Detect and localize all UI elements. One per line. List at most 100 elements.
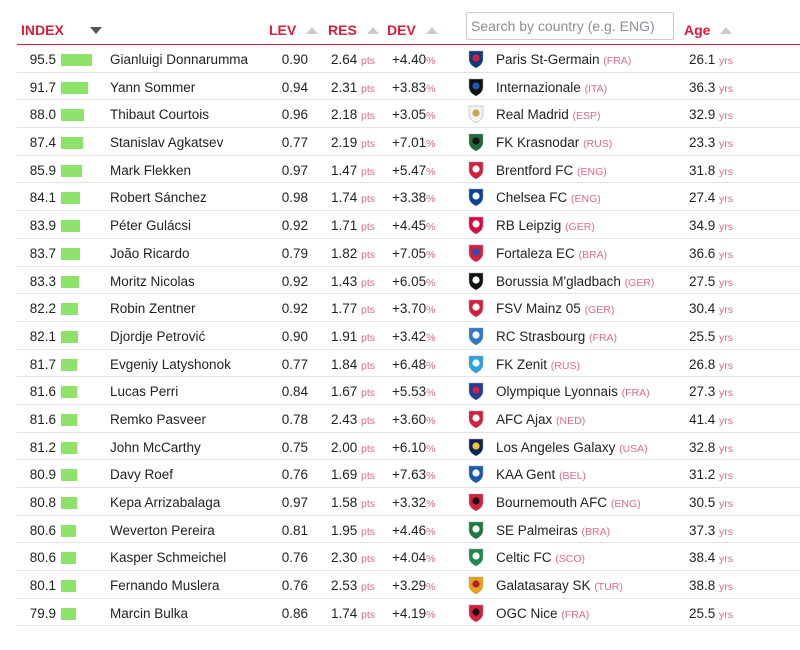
table-row[interactable]: 80.8 Kepa Arrizabalaga 0.97 1.58 pts +3.32% B… xyxy=(17,488,800,516)
res-value: 1.47 xyxy=(331,162,358,178)
ajax-crest-icon xyxy=(466,409,486,429)
sort-index-header[interactable]: INDEX xyxy=(21,22,102,38)
res-unit: pts xyxy=(361,304,376,317)
club-country: (BRA) xyxy=(581,525,611,538)
res-cell: 2.30 pts xyxy=(331,550,375,565)
age-unit: yrs xyxy=(719,553,734,566)
lev-value: 0.92 xyxy=(281,273,308,289)
table-row[interactable]: 81.2 John McCarthy 0.75 2.00 pts +6.10% Los A… xyxy=(17,433,800,461)
real-madrid-crest-icon xyxy=(466,104,486,124)
dev-cell: +4.46% xyxy=(392,523,436,538)
index-bar xyxy=(61,303,78,316)
dev-cell: +3.32% xyxy=(392,495,436,510)
player-name: Kepa Arrizabalaga xyxy=(110,495,221,510)
dev-unit: % xyxy=(426,165,436,178)
lev-value: 0.77 xyxy=(281,356,308,372)
dev-cell: +4.40% xyxy=(392,52,436,67)
table-row[interactable]: 87.4 Stanislav Agkatsev 0.77 2.19 pts +7.01%… xyxy=(17,128,800,156)
club-country: (FRA) xyxy=(621,387,650,400)
club-cell: AFC Ajax (NED) xyxy=(496,412,585,427)
index-bar xyxy=(61,220,80,233)
sort-res-header[interactable]: RES xyxy=(328,22,379,38)
lev-value: 0.96 xyxy=(281,107,308,123)
la-galaxy-crest-icon xyxy=(466,437,486,457)
table-row[interactable]: 82.2 Robin Zentner 0.92 1.77 pts +3.70% FSV M… xyxy=(17,294,800,322)
res-cell: 2.00 pts xyxy=(331,440,375,455)
table-row[interactable]: 81.7 Evgeniy Latyshonok 0.77 1.84 pts +6.48%… xyxy=(17,350,800,378)
age-value: 25.5 xyxy=(689,328,716,344)
res-cell: 1.84 pts xyxy=(331,357,375,372)
strasbourg-crest-icon xyxy=(466,326,486,346)
table-row[interactable]: 80.6 Weverton Pereira 0.81 1.95 pts +4.46% SE… xyxy=(17,516,800,544)
mainz-crest-icon xyxy=(466,298,486,318)
res-cell: 2.64 pts xyxy=(331,52,375,67)
res-unit: pts xyxy=(361,165,376,178)
age-value: 32.8 xyxy=(689,439,716,455)
res-value: 1.74 xyxy=(331,190,358,206)
table-row[interactable]: 95.5 Gianluigi Donnarumma 0.90 2.64 pts +4.4… xyxy=(17,45,800,73)
index-value: 79.9 xyxy=(29,605,56,621)
res-value: 1.58 xyxy=(331,495,358,510)
lev-value: 0.76 xyxy=(281,578,308,594)
table-row[interactable]: 81.6 Lucas Perri 0.84 1.67 pts +5.53% Olympiq… xyxy=(17,377,800,405)
player-name: Fernando Muslera xyxy=(110,578,220,594)
index-value: 83.3 xyxy=(29,273,56,289)
table-row[interactable]: 88.0 Thibaut Courtois 0.96 2.18 pts +3.05% Re… xyxy=(17,100,800,129)
sort-dev-header[interactable]: DEV xyxy=(387,22,438,38)
res-unit: pts xyxy=(361,138,376,151)
country-search-input[interactable] xyxy=(466,12,674,40)
res-cell: 1.82 pts xyxy=(331,246,375,261)
index-bar xyxy=(61,497,77,509)
res-value: 2.19 xyxy=(331,135,358,151)
table-row[interactable]: 83.7 João Ricardo 0.79 1.82 pts +7.05% Fortal… xyxy=(17,239,800,267)
age-unit: yrs xyxy=(719,608,734,621)
age-cell: 30.5 yrs xyxy=(689,495,733,510)
age-value: 34.9 xyxy=(689,218,716,234)
table-row[interactable]: 83.3 Moritz Nicolas 0.92 1.43 pts +6.05% Boru… xyxy=(17,267,800,295)
player-name: Gianluigi Donnarumma xyxy=(110,52,249,67)
dev-value: +5.53 xyxy=(392,384,427,400)
res-cell: 1.69 pts xyxy=(331,467,375,482)
dev-cell: +5.47% xyxy=(392,163,436,178)
table-header: INDEX LEV RES DEV Age xyxy=(0,0,800,44)
dev-value: +4.19 xyxy=(392,605,427,621)
age-unit: yrs xyxy=(719,110,734,123)
table-row[interactable]: 80.6 Kasper Schmeichel 0.76 2.30 pts +4.04% C… xyxy=(17,543,800,572)
table-row[interactable]: 80.9 Davy Roef 0.76 1.69 pts +7.63% KAA Gent … xyxy=(17,460,800,488)
table-row[interactable]: 85.9 Mark Flekken 0.97 1.47 pts +5.47% Brentf… xyxy=(17,156,800,184)
dev-cell: +6.05% xyxy=(392,274,436,289)
lev-value: 0.92 xyxy=(281,301,308,317)
age-unit: yrs xyxy=(719,276,734,289)
index-bar xyxy=(61,552,77,565)
club-cell: Celtic FC (SCO) xyxy=(496,550,585,565)
table-row[interactable]: 84.1 Robert Sánchez 0.98 1.74 pts +3.38% Chel… xyxy=(17,183,800,212)
player-name: Péter Gulácsi xyxy=(110,218,192,234)
res-unit: pts xyxy=(361,553,376,566)
dev-value: +3.32 xyxy=(392,495,427,510)
lev-value: 0.79 xyxy=(281,245,308,261)
dev-cell: +3.83% xyxy=(392,80,436,95)
age-unit: yrs xyxy=(719,193,734,206)
res-unit: pts xyxy=(361,331,376,344)
club-cell: Los Angeles Galaxy (USA) xyxy=(496,440,648,455)
dev-value: +7.63 xyxy=(392,467,427,483)
res-unit: pts xyxy=(361,498,376,510)
table-row[interactable]: 80.1 Fernando Muslera 0.76 2.53 pts +3.29% Ga… xyxy=(17,571,800,599)
age-value: 32.9 xyxy=(689,107,716,123)
dev-unit: % xyxy=(426,193,436,206)
lev-value: 0.86 xyxy=(281,605,308,621)
club-cell: Borussia M'gladbach (GER) xyxy=(496,274,654,289)
sort-lev-header[interactable]: LEV xyxy=(269,22,319,38)
player-name: Yann Sommer xyxy=(110,79,196,95)
table-row[interactable]: 82.1 Djordje Petrović 0.90 1.91 pts +3.42% RC… xyxy=(17,322,800,350)
age-value: 38.4 xyxy=(689,550,716,566)
dev-header-label: DEV xyxy=(387,22,416,38)
sort-age-header[interactable]: Age xyxy=(684,22,733,38)
table-row[interactable]: 83.9 Péter Gulácsi 0.92 1.71 pts +4.45% RB Le… xyxy=(17,211,800,239)
gladbach-crest-icon xyxy=(466,271,486,291)
table-row[interactable]: 91.7 Yann Sommer 0.94 2.31 pts +3.83% Interna… xyxy=(17,73,800,101)
table-row[interactable]: 81.6 Remko Pasveer 0.78 2.43 pts +3.60% AFC A… xyxy=(17,405,800,433)
table-row[interactable]: 79.9 Marcin Bulka 0.86 1.74 pts +4.19% OGC Ni… xyxy=(17,599,800,627)
age-unit: yrs xyxy=(719,138,734,151)
age-cell: 38.4 yrs xyxy=(689,550,733,565)
